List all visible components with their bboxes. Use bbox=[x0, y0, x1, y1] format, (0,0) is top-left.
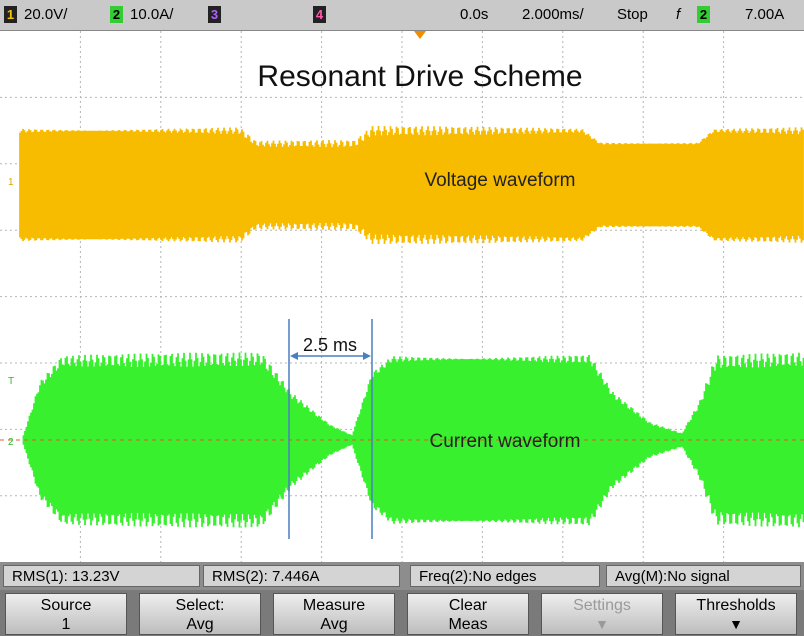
softkey-label: Select: bbox=[140, 596, 260, 615]
annotation: Current waveform bbox=[430, 431, 581, 452]
measurement: Avg(M):No signal bbox=[606, 565, 801, 587]
softkey-arrow: ▼ bbox=[542, 615, 662, 634]
channel-scale: 20.0V/ bbox=[24, 6, 67, 23]
softkey-value: Avg bbox=[140, 615, 260, 634]
trigger-slope: f bbox=[676, 6, 680, 23]
softkey-value: 1 bbox=[6, 615, 126, 634]
waveform bbox=[20, 126, 803, 244]
channel-badge: 3 bbox=[208, 6, 221, 23]
channel-badge: 1 bbox=[4, 6, 17, 23]
softkey-arrow: ▼ bbox=[676, 615, 796, 634]
channel-marker: 1 bbox=[8, 177, 14, 188]
delay: 0.0s bbox=[460, 6, 488, 23]
measurement: RMS(1): 13.23V bbox=[3, 565, 200, 587]
softkey-label: Thresholds bbox=[676, 596, 796, 615]
annotation: 2.5 ms bbox=[303, 335, 357, 355]
timebase: 2.000ms/ bbox=[522, 6, 584, 23]
title: Resonant Drive Scheme bbox=[257, 60, 582, 93]
channel-marker: 2 bbox=[8, 437, 14, 448]
softkey-label: Measure bbox=[274, 596, 394, 615]
trigger-source: 2 bbox=[697, 6, 710, 23]
softkey[interactable]: Thresholds▼ bbox=[675, 593, 797, 635]
status-bar: 1 20.0V/ 2 10.0A/ 3 4 0.0s 2.000ms/ Stop… bbox=[0, 0, 804, 31]
channel-badge: 2 bbox=[110, 6, 123, 23]
channel-badge: 4 bbox=[313, 6, 326, 23]
softkey-label: Clear bbox=[408, 596, 528, 615]
oscilloscope-screen: 1 20.0V/ 2 10.0A/ 3 4 0.0s 2.000ms/ Stop… bbox=[0, 0, 804, 636]
annotation: Voltage waveform bbox=[424, 170, 575, 191]
channel-scale: 10.0A/ bbox=[130, 6, 173, 23]
softkey[interactable]: Settings▼ bbox=[541, 593, 663, 635]
measurement: RMS(2): 7.446A bbox=[203, 565, 400, 587]
softkey[interactable]: Select:Avg bbox=[139, 593, 261, 635]
softkey-value: Avg bbox=[274, 615, 394, 634]
trigger-position bbox=[414, 31, 426, 39]
softkey-label: Settings bbox=[542, 596, 662, 615]
run-state: Stop bbox=[617, 6, 648, 23]
measurement-bar: RMS(1): 13.23V RMS(2): 7.446A Freq(2):No… bbox=[0, 562, 804, 590]
trigger-marker: T bbox=[8, 376, 14, 387]
waveform-display: Resonant Drive Scheme Voltage waveform C… bbox=[0, 31, 804, 562]
trigger-level: 7.00A bbox=[745, 6, 784, 23]
softkey-value: Meas bbox=[408, 615, 528, 634]
measurement: Freq(2):No edges bbox=[410, 565, 600, 587]
softkey-label: Source bbox=[6, 596, 126, 615]
